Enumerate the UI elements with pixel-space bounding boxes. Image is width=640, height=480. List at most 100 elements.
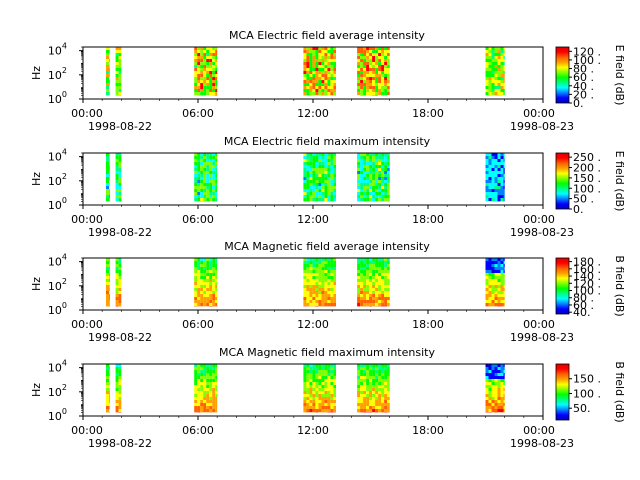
x-tick-label: 00:00 xyxy=(523,107,555,120)
data-block xyxy=(357,47,390,96)
y-tick-label: 100 xyxy=(48,407,67,423)
y-tick-label: 102 xyxy=(48,172,67,188)
data-block xyxy=(115,258,122,307)
data-block xyxy=(303,47,336,96)
x-tick-label: 12:00 xyxy=(297,107,329,120)
colorbar-tick-label: 150 . xyxy=(573,373,601,386)
y-tick-label: 102 xyxy=(48,383,67,399)
y-axis-label: Hz xyxy=(30,277,43,291)
x-tick-label: 00:00 xyxy=(523,424,555,437)
data-block xyxy=(194,258,218,307)
colorbar-label: E field (dB) xyxy=(613,45,626,106)
colorbar-tick-label: 100 . xyxy=(573,54,601,67)
y-axis-label: Hz xyxy=(30,383,43,397)
x-tick-label: 12:00 xyxy=(297,213,329,226)
colorbar-tick-label: 20 . xyxy=(573,88,594,101)
data-block xyxy=(194,153,218,202)
y-tick-label: 100 xyxy=(48,90,67,106)
data-block xyxy=(485,364,505,413)
colorbar-gradient xyxy=(555,46,570,104)
colorbar-tick-label: 150 . xyxy=(573,172,601,185)
x-tick-label: 18:00 xyxy=(412,318,444,331)
panel-title: MCA Electric field average intensity xyxy=(229,29,425,42)
data-block xyxy=(357,153,390,202)
x-tick-label: 12:00 xyxy=(297,318,329,331)
colorbar-tick-label: 250 . xyxy=(573,151,601,164)
y-tick-label: 104 xyxy=(48,42,67,58)
x-date-label: 1998-08-23 xyxy=(510,331,574,344)
colorbar-tick-label: 200 . xyxy=(573,162,601,175)
y-tick-label: 104 xyxy=(48,148,67,164)
colorbar-tick-label: 80 . xyxy=(573,63,594,76)
colorbar-gradient xyxy=(555,152,570,210)
data-block xyxy=(115,364,122,413)
colorbar-tick-label: 80 . xyxy=(573,292,594,305)
x-date-label: 1998-08-22 xyxy=(88,437,152,450)
x-tick-label: 00:00 xyxy=(523,318,555,331)
panel-1: MCA Electric field average intensity 104 1… xyxy=(30,29,626,133)
colorbar-tick-label: 40 . xyxy=(573,80,594,93)
x-tick-label: 06:00 xyxy=(182,318,214,331)
y-tick-label: 102 xyxy=(48,66,67,82)
colorbar-tick-label: 50 . xyxy=(573,193,594,206)
colorbar-tick-label: 60 . xyxy=(573,71,594,84)
x-tick-label: 12:00 xyxy=(297,424,329,437)
colorbar-tick-label: 0. xyxy=(573,97,584,110)
colorbar-tick-label: 40. xyxy=(573,306,591,319)
colorbar-tick-label: 100 . xyxy=(573,182,601,195)
colorbar-tick-label: 50. xyxy=(573,402,591,415)
colorbar-tick-label: 120 . xyxy=(573,45,601,58)
x-date-label: 1998-08-23 xyxy=(510,437,574,450)
data-block xyxy=(357,258,390,307)
y-tick-label: 102 xyxy=(48,277,67,293)
data-block xyxy=(194,364,218,413)
y-tick-label: 104 xyxy=(48,253,67,269)
x-date-label: 1998-08-23 xyxy=(510,226,574,239)
colorbar-gradient xyxy=(555,257,570,315)
x-tick-label: 00:00 xyxy=(71,318,103,331)
y-axis-label: Hz xyxy=(30,66,43,80)
colorbar-tick-label: 0. xyxy=(573,203,584,216)
colorbar-gradient xyxy=(555,363,570,421)
data-block xyxy=(194,47,218,96)
y-axis-label: Hz xyxy=(30,172,43,186)
x-tick-label: 06:00 xyxy=(182,107,214,120)
panel-4: MCA Magnetic field maximum intensity 104 1… xyxy=(30,346,626,450)
x-date-label: 1998-08-23 xyxy=(510,120,574,133)
x-tick-label: 00:00 xyxy=(71,107,103,120)
colorbar-tick-label: 140 . xyxy=(573,270,601,283)
y-tick-label: 100 xyxy=(48,196,67,212)
data-block xyxy=(303,153,336,202)
panel-3: MCA Magnetic field average intensity 104 1… xyxy=(30,240,626,344)
data-block xyxy=(303,258,336,307)
x-tick-label: 00:00 xyxy=(71,424,103,437)
y-tick-label: 100 xyxy=(48,301,67,317)
x-tick-label: 00:00 xyxy=(71,213,103,226)
colorbar-tick-label: 180 . xyxy=(573,256,601,269)
data-block xyxy=(106,258,110,307)
colorbar: 180 .160 .140 .120 .100 .80 .60 .40. B fi… xyxy=(555,255,626,319)
colorbar-tick-label: 60 . xyxy=(573,299,594,312)
x-tick-label: 06:00 xyxy=(182,213,214,226)
colorbar: 120 .100 .80 .60 .40 .20 .0. E field (dB) xyxy=(555,45,626,110)
x-tick-label: 18:00 xyxy=(412,107,444,120)
x-date-label: 1998-08-22 xyxy=(88,331,152,344)
data-block xyxy=(357,364,390,413)
panel-2: MCA Electric field maximum intensity 104 1… xyxy=(30,135,626,239)
colorbar: 250 .200 .150 .100 .50 .0. E field (dB) xyxy=(555,151,626,216)
colorbar-label: E field (dB) xyxy=(613,151,626,212)
data-block xyxy=(106,364,110,413)
x-tick-label: 18:00 xyxy=(412,424,444,437)
x-date-label: 1998-08-22 xyxy=(88,226,152,239)
colorbar-tick-label: 120 . xyxy=(573,277,601,290)
data-block xyxy=(106,153,110,202)
colorbar-tick-label: 100 . xyxy=(573,387,601,400)
colorbar: 150 .100 . 50. B field (dB) xyxy=(555,361,626,423)
data-block xyxy=(106,47,110,96)
colorbar-tick-label: 160 . xyxy=(573,263,601,276)
x-tick-label: 18:00 xyxy=(412,213,444,226)
colorbar-tick-label: 100 . xyxy=(573,285,601,298)
data-block xyxy=(303,364,336,413)
data-block xyxy=(485,47,505,96)
